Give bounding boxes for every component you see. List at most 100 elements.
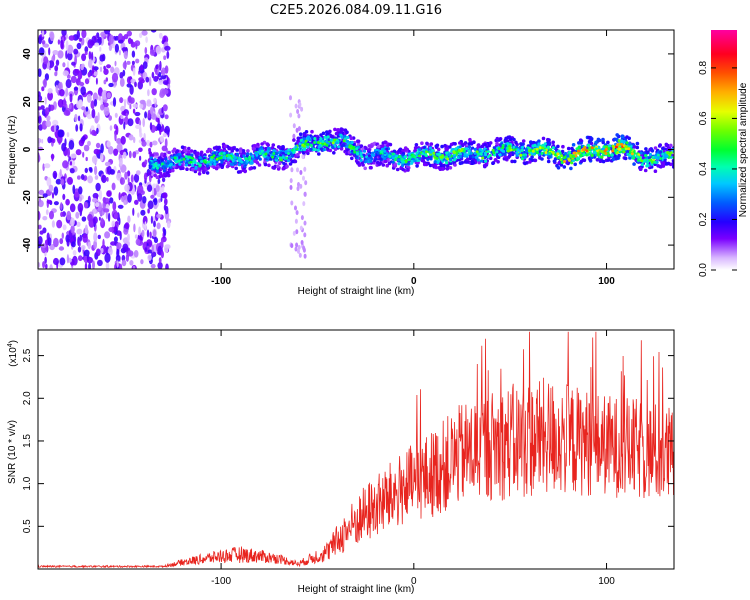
spectrogram-noise-cell [126, 76, 132, 84]
spectrogram-ridge-cell [540, 151, 544, 155]
spectrogram-ridge-cell [407, 152, 411, 156]
spectrogram-noise-cell [152, 140, 158, 146]
spectrogram-ridge-cell [316, 141, 320, 144]
spectrogram-noise-cell [145, 76, 150, 83]
spectrogram-ridge-cell [357, 163, 362, 167]
spectrogram-noise-cell [147, 184, 153, 192]
spectrogram-noise-cell [75, 211, 80, 219]
spectrogram-noise-cell [95, 77, 98, 85]
spectrogram-noise-cell [106, 140, 111, 148]
spectrogram-noise-cell [78, 255, 83, 262]
spectrogram-ridge-cell [642, 151, 646, 155]
spectrogram-ridge-cell [162, 152, 167, 157]
spectrogram-noise-cell [121, 111, 127, 116]
spectrogram-ridge-cell [388, 142, 393, 147]
spectrogram-noise-cell [143, 172, 148, 181]
spectrogram-noise-cell [142, 196, 147, 204]
spectrogram-noise-cell [41, 30, 45, 38]
spectrogram-ridge-cell [428, 163, 433, 168]
spectrogram-ridge-cell [205, 171, 210, 175]
spectrogram-noise-cell [86, 113, 93, 120]
spectrogram-ridge-cell [317, 152, 321, 156]
spectrogram-ridge-cell [298, 142, 302, 146]
spectrogram-ridge-cell [543, 142, 547, 146]
spectrogram-ridge-cell [463, 160, 468, 164]
spectrogram-noise-cell [146, 100, 152, 107]
spectrogram-noise-cell [294, 246, 298, 252]
spectrogram-ridge-cell [406, 162, 410, 166]
spectrogram-ridge-cell [325, 143, 329, 147]
spectrogram-noise-cell [38, 262, 41, 268]
spectrogram-y-label: Frequency (Hz) [7, 116, 18, 185]
spectrogram-ridge-cell [249, 152, 253, 156]
spectrogram-y-ticks: -40 -20 0 20 40 [22, 48, 674, 252]
spectrogram-ridge-cell [212, 154, 216, 158]
spectrogram-ridge-cell [435, 143, 440, 148]
spectrogram-noise-cell [303, 166, 307, 172]
spectrogram-noise-cell [140, 79, 145, 84]
spectrogram-ridge-cell [524, 147, 528, 152]
spectrogram-ridge-cell [656, 153, 660, 157]
spectrogram-ridge-cell [551, 146, 555, 150]
spectrogram-ridge-cell [491, 161, 495, 165]
spectrogram-noise-cell [72, 184, 76, 195]
spectrogram-ridge-cell [364, 159, 368, 163]
spectrogram-noise-cell [38, 142, 41, 147]
spectrogram-noise-cell [80, 64, 84, 71]
spectrogram-noise-cell [57, 129, 64, 138]
spectrogram-ridge-cell [292, 138, 296, 142]
colorbar-label: Normalized spectral amplitude [738, 82, 749, 217]
spectrogram-ridge-cell [231, 146, 236, 151]
spectrogram-ridge-cell [515, 145, 519, 149]
spectrogram-ridge-cell [340, 144, 344, 148]
spectrogram-image [38, 30, 674, 269]
snr-x-label: Height of straight line (km) [298, 584, 415, 595]
spectrogram-ridge-cell [407, 157, 411, 161]
spectrogram-ridge-cell [463, 154, 467, 158]
spectrogram-ridge-cell [589, 137, 593, 142]
spectrogram-ridge-cell [667, 151, 670, 155]
spectrogram-noise-cell [84, 46, 89, 53]
spectrogram-ridge-cell [372, 153, 376, 157]
spectrogram-ridge-cell [449, 157, 453, 162]
spectrogram-noise-cell [93, 148, 100, 155]
spectrogram-noise-cell [164, 65, 169, 74]
spectrogram-ridge-cell [616, 143, 619, 147]
svg-text:(x104): (x104) [7, 340, 19, 367]
spectrogram-ridge-cell [523, 155, 527, 159]
spectrogram-noise-cell [99, 66, 103, 73]
spectrogram-ridge-cell [573, 162, 577, 167]
spectrogram-ridge-cell [628, 142, 632, 146]
spectrogram-ridge-cell [287, 152, 290, 155]
spectrogram-ridge-cell [385, 163, 390, 168]
spectrogram-ridge-cell [645, 164, 649, 168]
spectrogram-ridge-cell [560, 154, 564, 158]
spectrogram-ridge-cell [487, 150, 490, 154]
spectrogram-ridge-cell [632, 156, 636, 160]
spectrogram-ridge-cell [655, 160, 659, 164]
spectrogram-ridge-cell [559, 163, 564, 167]
spectrogram-ridge-cell [391, 160, 395, 164]
spectrogram-ridge-cell [352, 146, 356, 149]
spectrogram-noise-cell [142, 61, 148, 69]
spectrogram-noise-cell [38, 94, 43, 102]
spectrogram-noise-cell [57, 99, 64, 108]
spectrogram-ridge-cell [276, 164, 280, 169]
spectrogram-noise-cell [81, 216, 87, 222]
snr-y-tick-label: 1.5 [22, 434, 33, 448]
spectrogram-x-tick-label: -100 [211, 276, 231, 287]
spectrogram-noise-cell [79, 196, 82, 202]
spectrogram-ridge-cell [271, 155, 275, 159]
spectrogram-noise-cell [59, 257, 66, 266]
spectrogram-ridge-cell [266, 150, 270, 154]
spectrogram-noise-cell [164, 125, 170, 135]
spectrogram-ridge-cell [213, 162, 217, 166]
colorbar-gradient [711, 30, 737, 270]
spectrogram-y-tick-label: 20 [22, 96, 33, 108]
spectrogram-noise-cell [91, 108, 96, 119]
spectrogram-ridge-cell [313, 137, 317, 141]
spectrogram-noise-cell [153, 197, 158, 206]
spectrogram-noise-cell [76, 221, 81, 227]
spectrogram-ridge-cell [422, 145, 426, 150]
spectrogram-noise-cell [136, 170, 141, 176]
